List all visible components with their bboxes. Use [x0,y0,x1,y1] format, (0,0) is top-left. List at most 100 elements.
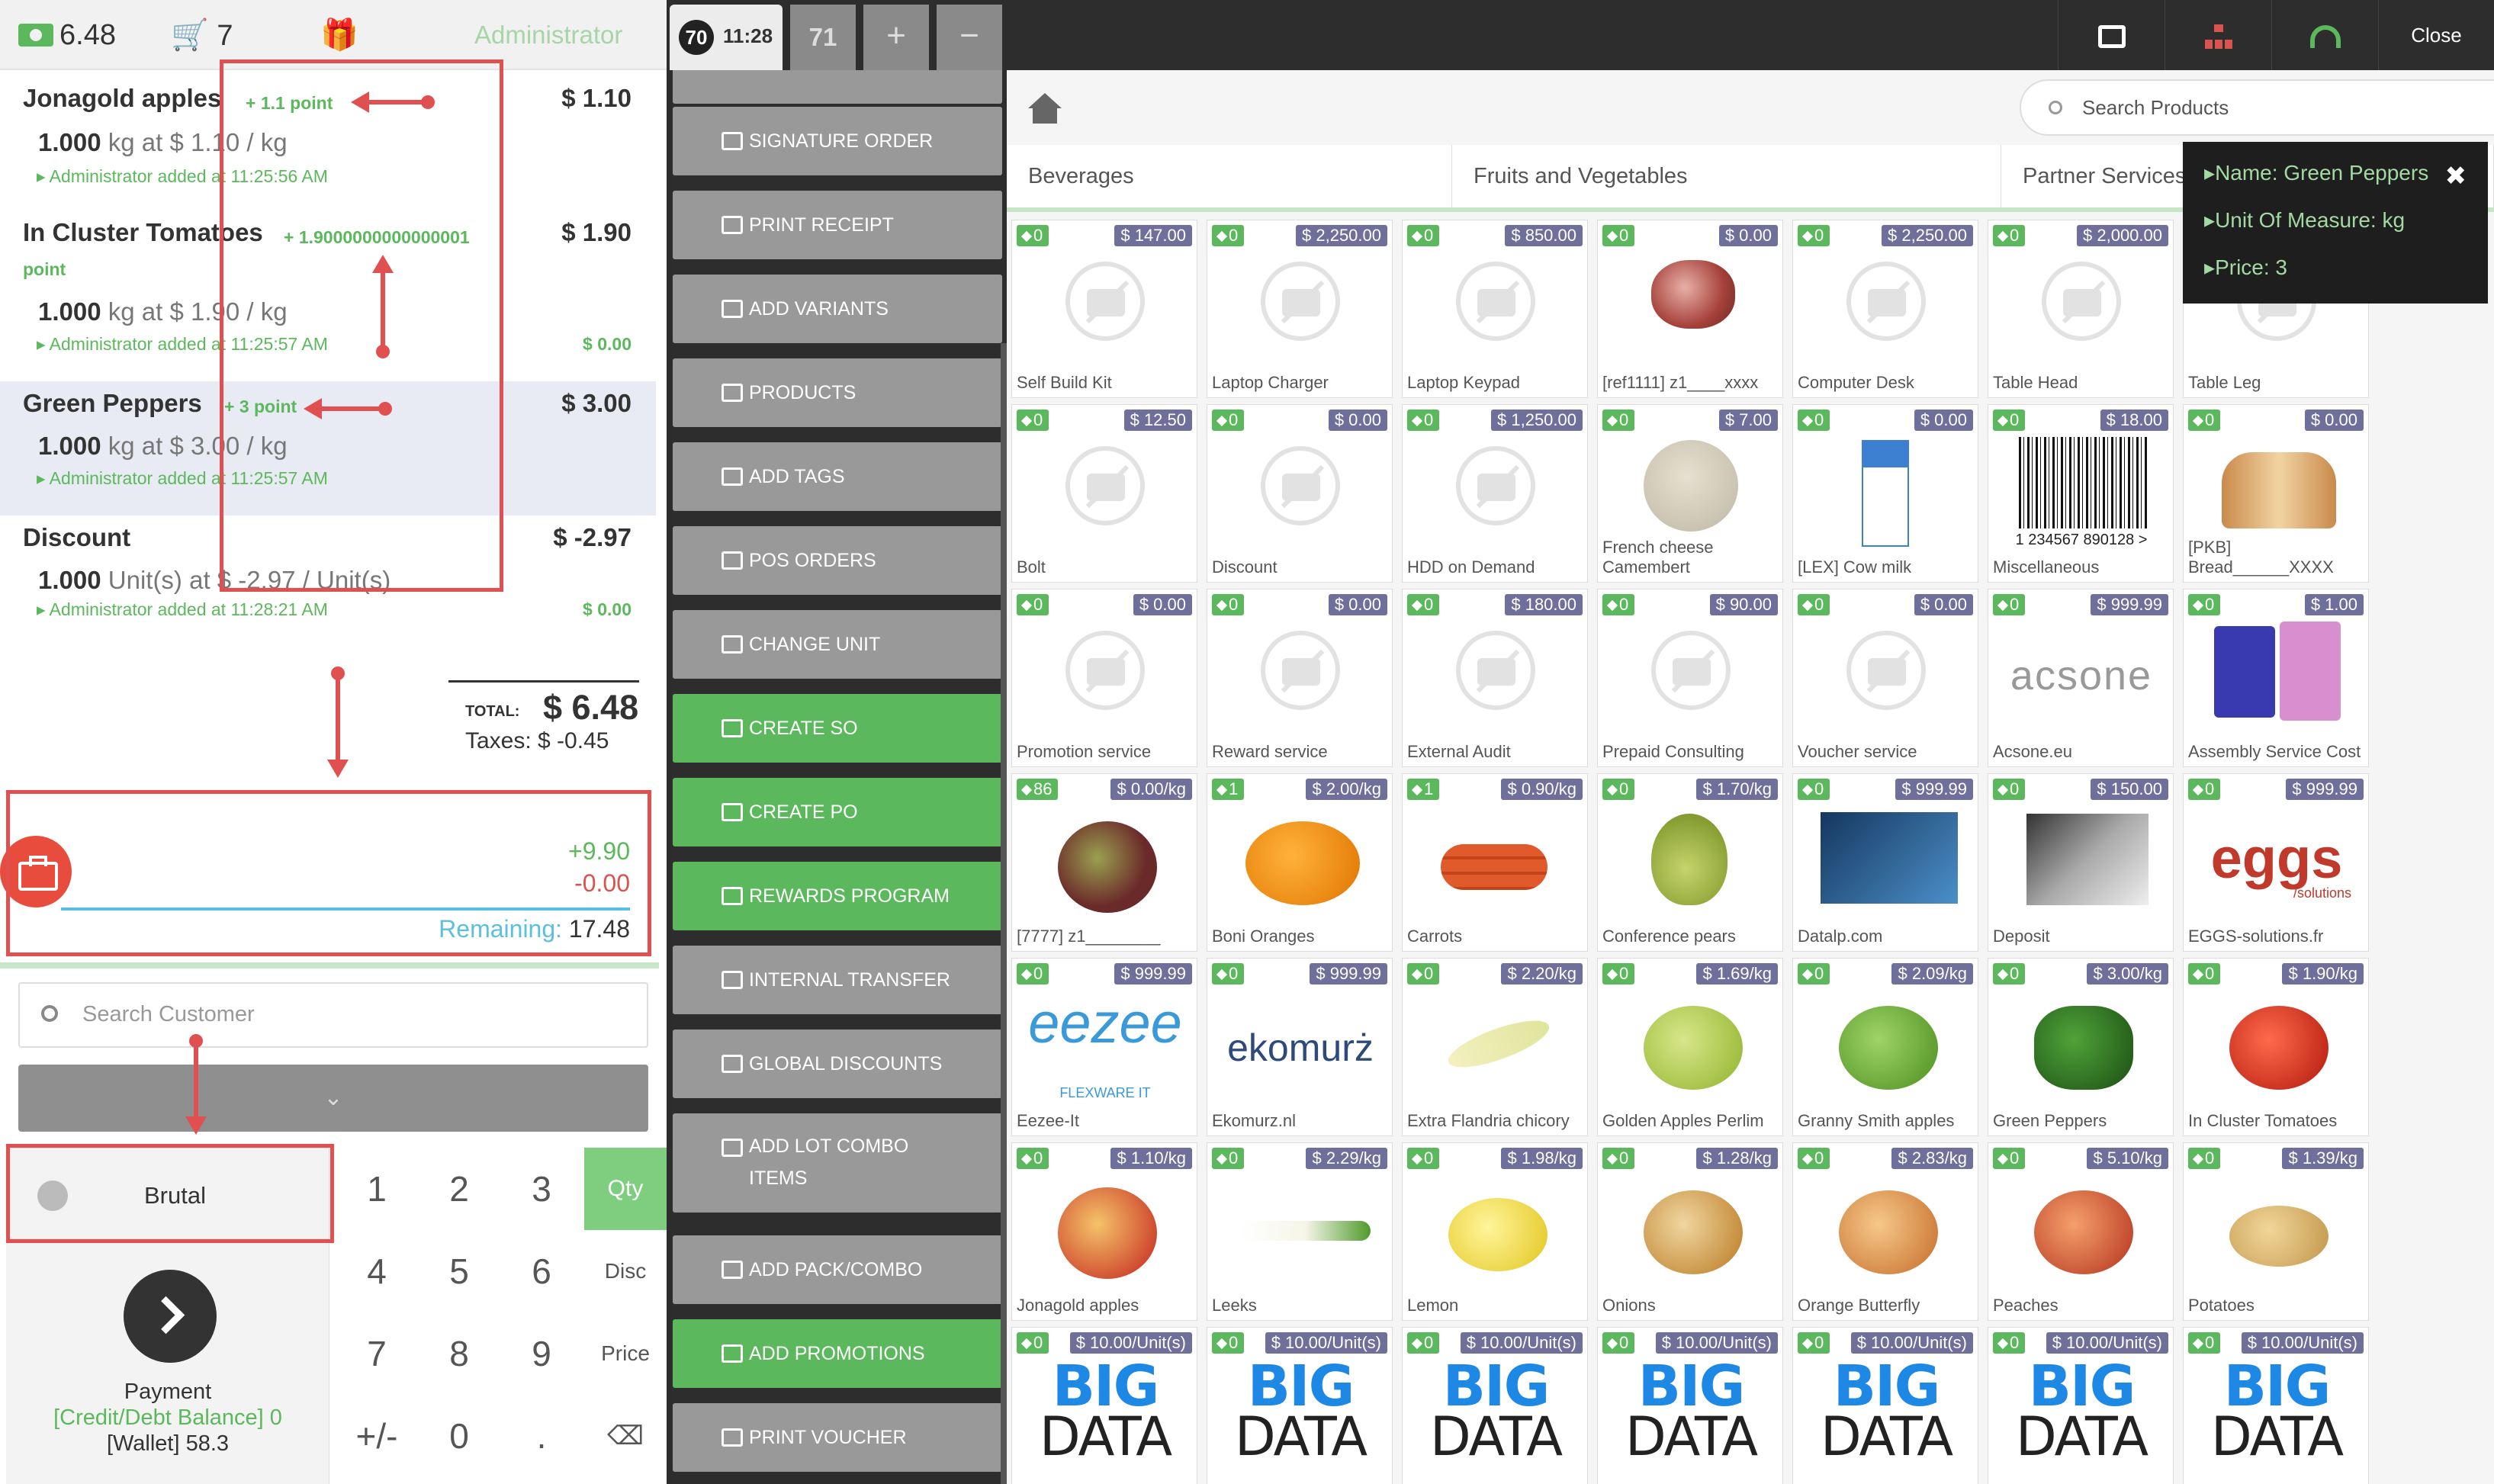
product-card[interactable]: 0 $ 0.00 Reward service [1207,589,1393,767]
product-card[interactable]: 0 $ 1,250.00 HDD on Demand [1402,404,1588,583]
numpad-5[interactable]: 5 [418,1230,500,1312]
mode-disc-button[interactable]: Disc [584,1230,667,1312]
product-card[interactable]: 0 $ 10.00/Unit(s) BIG DATA [1402,1327,1588,1484]
payment-button[interactable]: Payment [Credit/Debt Balance] 0 [Wallet]… [6,1239,329,1484]
product-card[interactable]: 86 $ 0.00/kg [7777] z1________ [1011,773,1197,952]
numpad-7[interactable]: 7 [336,1312,418,1395]
product-card[interactable]: 0 $ 1.10/kg Jonagold apples [1011,1142,1197,1321]
customer-button[interactable]: Brutal [6,1148,329,1239]
numpad-plus-minus[interactable]: +/- [336,1395,418,1477]
numpad-9[interactable]: 9 [500,1312,583,1395]
product-card[interactable]: 0 $ 999.99 eezee FLEXWARE IT Eezee-It [1011,958,1197,1136]
action-button[interactable]: SIGNATURE ORDER [673,107,1002,175]
product-card[interactable]: 0 $ 2.20/kg Extra Flandria chicory [1402,958,1588,1136]
product-card[interactable]: 0 $ 7.00 French cheese Camembert [1597,404,1783,583]
product-card[interactable]: 0 $ 2,000.00 Table Head [1988,220,2174,398]
mode-price-button[interactable]: Price [584,1312,667,1395]
product-card[interactable]: 0 $ 0.00 [LEX] Cow milk [1792,404,1978,583]
order-line[interactable]: In Cluster Tomatoes + 1.9000000000000001… [0,218,656,363]
action-button[interactable]: ADD TAGS [673,442,1002,511]
product-card[interactable]: 0 $ 0.00 [ref1111] z1____xxxx [1597,220,1783,398]
product-card[interactable]: 0 $ 999.99 Datalp.com [1792,773,1978,952]
action-button[interactable]: PRINT RECEIPT [673,191,1002,259]
numpad-dot[interactable]: . [500,1395,583,1477]
numpad-3[interactable]: 3 [500,1148,583,1230]
product-search-input[interactable]: Search Products [2020,79,2494,136]
product-card[interactable]: 0 $ 3.00/kg Green Peppers [1988,958,2174,1136]
product-card[interactable]: 0 $ 1.90/kg In Cluster Tomatoes [2183,958,2369,1136]
order-line[interactable]: Jonagold apples + 1.1 point $ 1.10 1.000… [0,84,656,198]
product-card[interactable]: 0 $ 0.00 Voucher service [1792,589,1978,767]
tab-order-71[interactable]: 71 [790,5,856,70]
product-card[interactable]: 0 $ 2.83/kg Orange Butterfly [1792,1142,1978,1321]
remove-order-button[interactable]: − [937,5,1002,70]
product-card[interactable]: 0 $ 18.00 1 234567 890128 > Miscellaneous [1988,404,2174,583]
scrollbar[interactable] [1001,343,1007,1484]
product-card[interactable]: 0 $ 5.10/kg Peaches [1988,1142,2174,1321]
numpad-0[interactable]: 0 [418,1395,500,1477]
product-card[interactable]: 0 $ 1.70/kg Conference pears [1597,773,1783,952]
product-card[interactable]: 0 $ 1.00 Assembly Service Cost [2183,589,2369,767]
wifi-icon[interactable] [2271,0,2378,70]
action-button[interactable]: ADD PROMOTIONS [673,1319,1002,1388]
action-button[interactable]: ADD PACK/COMBO [673,1235,1002,1304]
gift-icon[interactable]: 🎁 [320,18,358,52]
numpad-8[interactable]: 8 [418,1312,500,1395]
product-card[interactable]: 0 $ 150.00 Deposit [1988,773,2174,952]
product-card[interactable]: 0 $ 10.00/Unit(s) BIG DATA [1597,1327,1783,1484]
category-beverages[interactable]: Beverages [1007,145,1452,207]
order-line-selected[interactable]: Green Peppers + 3 point $ 3.00 1.000 kg … [0,381,656,516]
sitemap-icon[interactable] [2165,0,2271,70]
add-order-button[interactable]: + [863,5,929,70]
close-icon[interactable]: ✖ [2444,162,2467,191]
product-card[interactable]: 0 $ 2.29/kg Leeks [1207,1142,1393,1321]
product-card[interactable]: 0 $ 0.00 [PKB] Bread______XXXX [2183,404,2369,583]
product-card[interactable]: 0 $ 10.00/Unit(s) BIG DATA [1792,1327,1978,1484]
product-card[interactable]: 0 $ 2,250.00 Computer Desk [1792,220,1978,398]
action-button[interactable]: CHANGE UNIT [673,610,1002,679]
action-button[interactable]: ADD LOT COMBO ITEMS [673,1113,1002,1213]
product-card[interactable]: 0 $ 1.28/kg Onions [1597,1142,1783,1321]
product-card[interactable]: 0 $ 2.09/kg Granny Smith apples [1792,958,1978,1136]
action-button-partial[interactable] [673,70,1002,104]
product-card[interactable]: 0 $ 180.00 External Audit [1402,589,1588,767]
printer-icon[interactable] [2058,0,2165,70]
product-card[interactable]: 0 $ 1.39/kg Potatoes [2183,1142,2369,1321]
tab-current-order[interactable]: 70 11:28 [670,5,783,70]
product-card[interactable]: 0 $ 10.00/Unit(s) BIG DATA [2183,1327,2369,1484]
product-card[interactable]: 0 $ 1.69/kg Golden Apples Perlim [1597,958,1783,1136]
product-card[interactable]: 0 $ 0.00 Promotion service [1011,589,1197,767]
backspace-icon[interactable]: ⌫ [584,1395,667,1477]
action-button[interactable]: INTERNAL TRANSFER [673,946,1002,1014]
action-button[interactable]: POS ORDERS [673,526,1002,595]
product-card[interactable]: 0 $ 850.00 Laptop Keypad [1402,220,1588,398]
product-card[interactable]: 0 $ 999.99 acsone Acsone.eu [1988,589,2174,767]
product-card[interactable]: 0 $ 10.00/Unit(s) BIG DATA [1988,1327,2174,1484]
briefcase-icon[interactable] [0,836,72,907]
action-button[interactable]: ADD VARIANTS [673,275,1002,343]
product-card[interactable]: 0 $ 10.00/Unit(s) BIG DATA [1011,1327,1197,1484]
product-card[interactable]: 0 $ 999.99 eggs/solutions EGGS-solutions.fr [2183,773,2369,952]
numpad-4[interactable]: 4 [336,1230,418,1312]
close-button[interactable]: Close [2378,0,2494,70]
numpad-6[interactable]: 6 [500,1230,583,1312]
category-fruits-and-vegetables[interactable]: Fruits and Vegetables [1452,145,2001,207]
action-button[interactable]: REWARDS PROGRAM [673,862,1002,930]
action-button[interactable]: CREATE SO [673,694,1002,763]
customer-search-input[interactable]: Search Customer [18,982,648,1048]
product-card[interactable]: 0 $ 0.00 Discount [1207,404,1393,583]
product-card[interactable]: 0 $ 147.00 Self Build Kit [1011,220,1197,398]
user-name[interactable]: Administrator [474,21,623,49]
product-card[interactable]: 1 $ 2.00/kg Boni Oranges [1207,773,1393,952]
product-card[interactable]: 0 $ 999.99 ekomurż Ekomurz.nl [1207,958,1393,1136]
action-button[interactable]: CREATE PO [673,778,1002,846]
action-button[interactable]: PRINT VOUCHER [673,1403,1002,1472]
product-card[interactable]: 0 $ 12.50 Bolt [1011,404,1197,583]
product-card[interactable]: 0 $ 10.00/Unit(s) BIG DATA [1207,1327,1393,1484]
mode-qty-button[interactable]: Qty [584,1148,667,1230]
expand-button[interactable]: ⌄ [18,1065,648,1132]
action-button[interactable]: GLOBAL DISCOUNTS [673,1029,1002,1098]
product-card[interactable]: 1 $ 0.90/kg Carrots [1402,773,1588,952]
product-card[interactable]: 0 $ 2,250.00 Laptop Charger [1207,220,1393,398]
action-button[interactable]: PRODUCTS [673,358,1002,427]
